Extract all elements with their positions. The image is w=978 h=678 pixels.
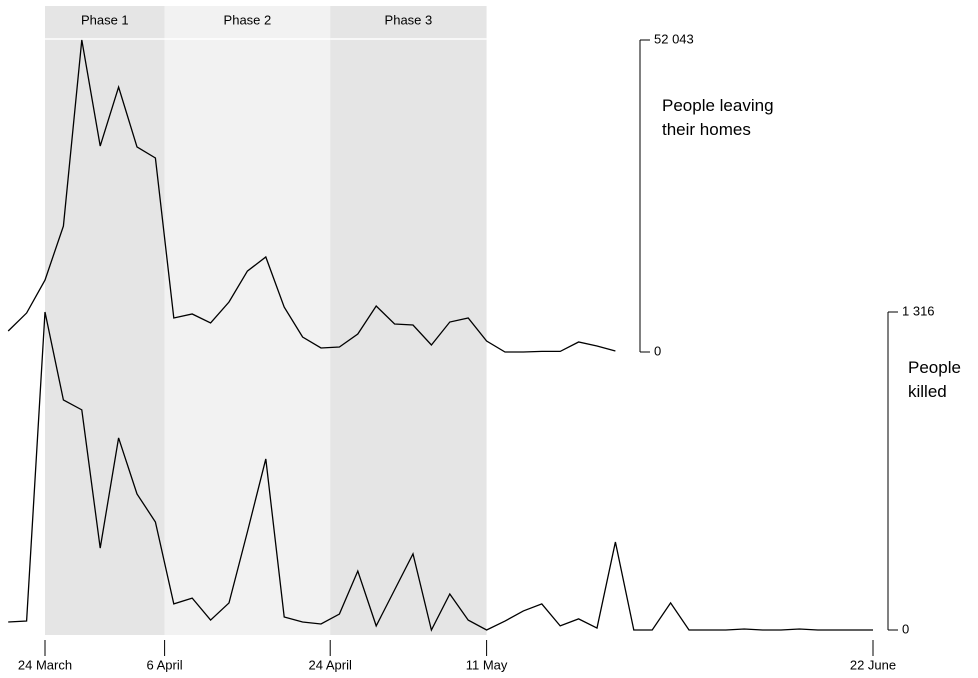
- phase-label: Phase 2: [224, 12, 272, 27]
- phase-label: Phase 3: [385, 12, 433, 27]
- y-axis-tick-label: 52 043: [654, 31, 694, 46]
- phase-band: [45, 6, 165, 635]
- x-tick-label: 24 April: [309, 657, 352, 672]
- y-axis-tick-label: 0: [654, 343, 661, 358]
- phase-label: Phase 1: [81, 12, 129, 27]
- phase-band: [330, 6, 487, 635]
- series-line: [7, 39, 616, 353]
- series-label: People killed: [908, 358, 961, 401]
- x-tick-label: 24 March: [18, 657, 72, 672]
- y2-axis-tick-label: 0: [902, 621, 909, 636]
- series-label: People leaving their homes: [662, 96, 774, 139]
- x-tick-label: 11 May: [466, 657, 508, 672]
- phase-band: [164, 6, 331, 635]
- series-line: [8, 311, 873, 632]
- x-tick-label: 22 June: [850, 657, 896, 672]
- y2-axis-tick-label: 1 316: [902, 303, 935, 318]
- x-tick-label: 6 April: [147, 657, 183, 672]
